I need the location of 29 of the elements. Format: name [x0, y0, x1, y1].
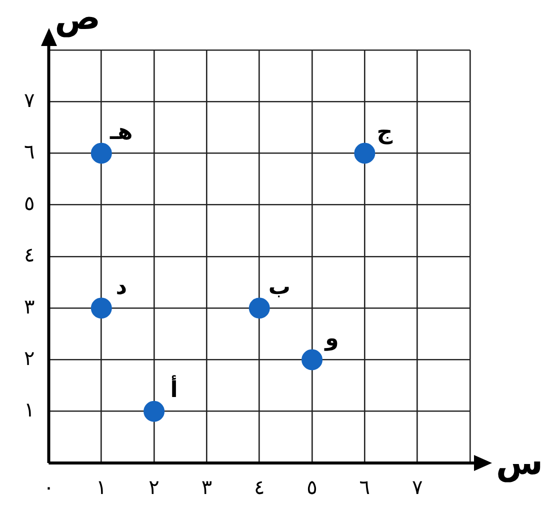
x-tick-label: ٠: [43, 475, 54, 500]
annotation: هـ: [109, 120, 133, 145]
annotation: د: [116, 274, 128, 300]
point: [90, 298, 112, 319]
x-tick-label: ١: [96, 475, 107, 500]
y-axis-title: ص: [54, 0, 100, 38]
x-tick-label: ٤: [254, 475, 265, 500]
point: [354, 142, 376, 164]
annotation: و: [324, 326, 339, 352]
annotation: ب: [268, 274, 290, 300]
point: [144, 400, 165, 422]
y-tick-label: ١: [24, 398, 35, 422]
x-tick-label: ٢: [148, 475, 160, 500]
point: [302, 349, 323, 370]
point: [90, 142, 112, 164]
annotation: ج: [376, 120, 393, 145]
y-tick-label: ٦: [24, 139, 35, 164]
y-tick-label: ٥: [24, 191, 35, 216]
y-tick-label: ٤: [24, 242, 35, 267]
point: [248, 298, 270, 319]
y-tick-label: ٣: [24, 294, 35, 318]
x-axis-title: س: [496, 442, 543, 483]
x-tick-label: ٥: [306, 475, 318, 500]
x-tick-label: ٦: [359, 475, 370, 500]
annotation: أ: [170, 375, 178, 404]
x-tick-label: ٧: [412, 475, 423, 500]
y-tick-label: ٧: [24, 88, 35, 112]
y-tick-label: ٢: [24, 346, 35, 370]
x-tick-label: ٣: [201, 475, 212, 500]
